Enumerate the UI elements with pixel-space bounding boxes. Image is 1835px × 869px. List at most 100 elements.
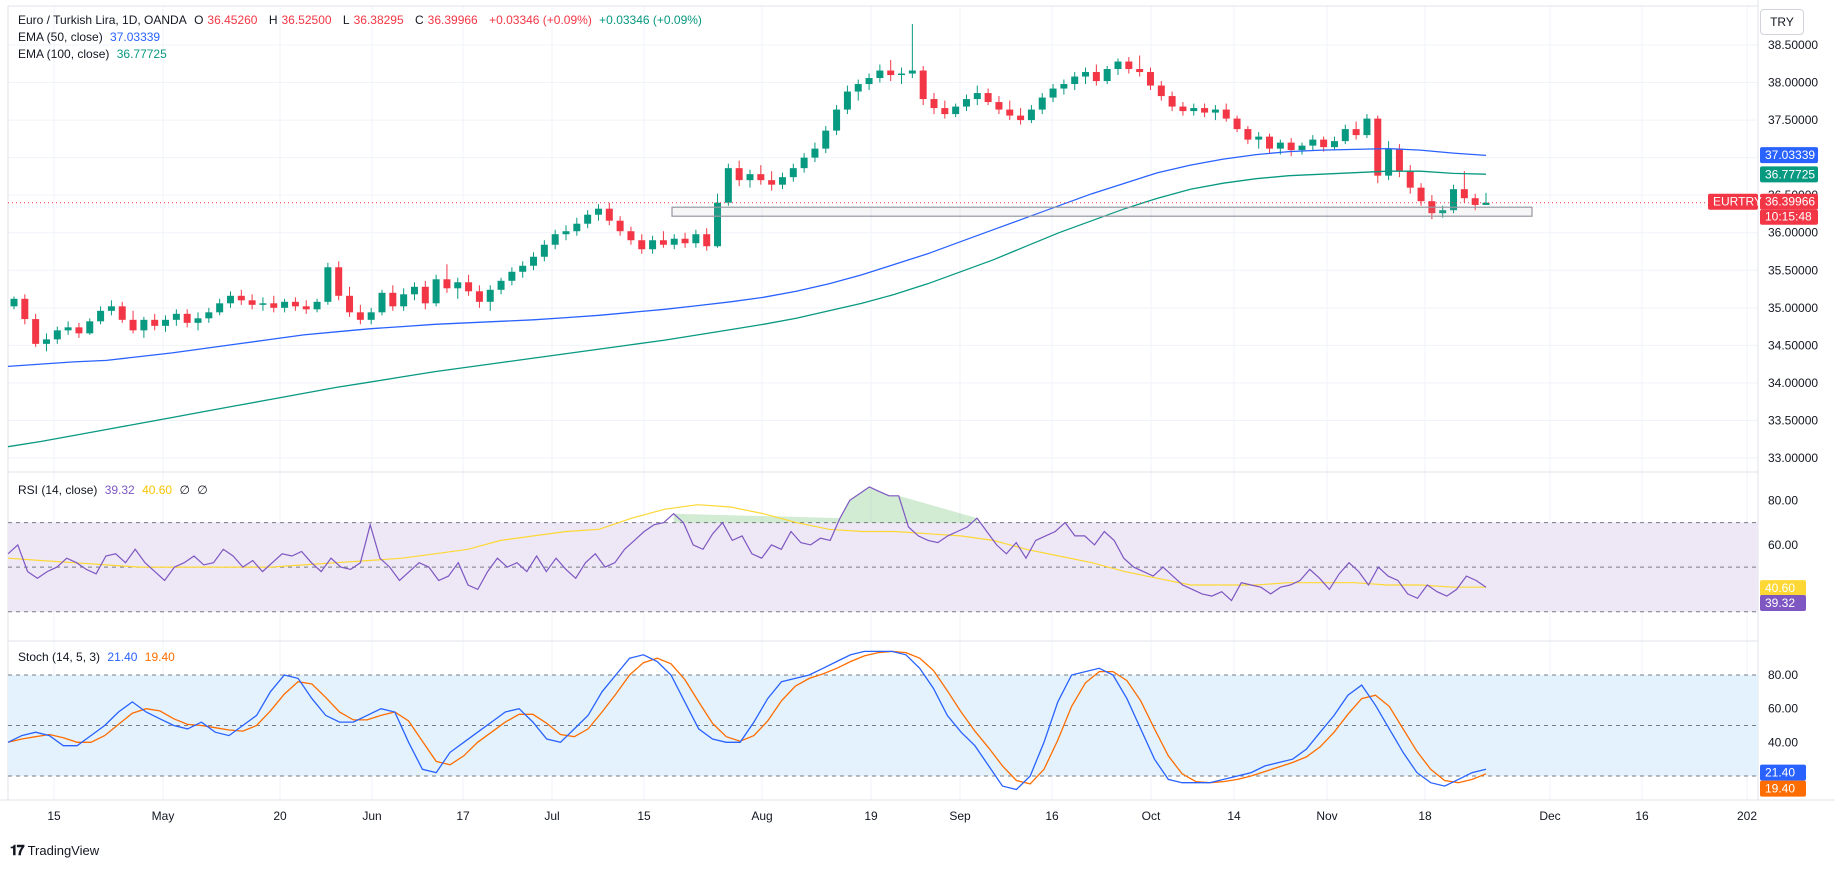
rsi-legend[interactable]: RSI (14, close) 39.32 40.60 ∅ ∅	[18, 482, 212, 498]
candle-body	[1060, 84, 1068, 89]
candle	[1341, 124, 1349, 145]
ema100-value: 36.77725	[116, 47, 167, 61]
time-tick-label: 15	[637, 809, 651, 823]
price-tick-label: 38.00000	[1768, 76, 1818, 90]
candle-body	[681, 238, 689, 244]
ema50-legend[interactable]: EMA (50, close) 37.03339	[18, 29, 164, 45]
time-tick-label: Nov	[1316, 809, 1337, 823]
candle	[876, 64, 884, 83]
candle	[811, 142, 819, 163]
tradingview-logo-icon: 𝟏𝟕	[10, 842, 25, 858]
time-tick-label: 14	[1227, 809, 1241, 823]
candle	[854, 79, 862, 101]
stoch-legend[interactable]: Stoch (14, 5, 3) 21.40 19.40	[18, 649, 179, 665]
ohlc-change-secondary: +0.03346 (+0.09%)	[599, 13, 702, 27]
candle	[714, 193, 722, 248]
candle	[237, 289, 245, 305]
candle-body	[346, 295, 354, 313]
time-tick-label: Oct	[1142, 809, 1161, 823]
candle-body	[833, 109, 841, 131]
candle	[724, 163, 732, 206]
time-tick-label: 19	[864, 809, 878, 823]
candle-body	[1006, 109, 1014, 116]
ema100-price-tag-bg	[1760, 166, 1818, 183]
price-tick-label: 38.50000	[1768, 38, 1818, 52]
candle	[919, 66, 927, 106]
ema50-value: 37.03339	[110, 30, 161, 44]
candle	[486, 285, 494, 311]
candle	[1450, 184, 1458, 214]
candle-body	[1450, 189, 1458, 211]
candle	[107, 300, 115, 316]
ohlc-high: H 36.52500	[268, 13, 332, 27]
candle	[995, 96, 1003, 115]
candle	[443, 264, 451, 293]
candle-body	[1027, 109, 1035, 121]
candle	[1309, 135, 1317, 151]
candle-body	[1201, 108, 1209, 113]
candle-body	[822, 130, 830, 149]
candle	[952, 103, 960, 118]
price-tick-label: 35.00000	[1768, 301, 1818, 315]
candle-body	[584, 214, 592, 224]
candle	[1330, 136, 1338, 151]
symbol-title[interactable]: Euro / Turkish Lira, 1D, OANDA	[18, 13, 187, 27]
time-tick-label: Jun	[362, 809, 381, 823]
candle-body	[410, 286, 418, 295]
rsi-tick-label: 80.00	[1768, 493, 1798, 507]
candle-body	[1471, 198, 1479, 205]
countdown-tag: 10:15:48	[1760, 209, 1818, 225]
candle	[1179, 102, 1187, 116]
candle-body	[1146, 72, 1154, 86]
candle	[551, 229, 559, 250]
candle	[692, 229, 700, 248]
candle-body	[1320, 139, 1328, 148]
ema100-legend[interactable]: EMA (100, close) 36.77725	[18, 46, 171, 62]
candle-body	[649, 240, 657, 250]
candle-body	[378, 292, 386, 313]
tradingview-brand[interactable]: 𝟏𝟕 TradingView	[10, 842, 99, 859]
candle	[1298, 142, 1306, 155]
candle-body	[107, 306, 115, 311]
candle-body	[129, 319, 137, 331]
stoch-k-line	[7, 650, 1487, 791]
stoch-k-tag-bg	[1760, 764, 1806, 781]
candle-body	[1125, 61, 1133, 70]
candles	[10, 23, 1490, 352]
candle-body	[1330, 141, 1338, 148]
candle	[53, 326, 61, 344]
candle-body	[692, 234, 700, 244]
candle	[86, 318, 94, 335]
candle-body	[32, 319, 40, 344]
candle	[789, 163, 797, 182]
candle	[313, 298, 321, 313]
stoch-d-tag-bg	[1760, 780, 1806, 797]
candle-body	[1114, 61, 1122, 70]
rsi-label: RSI (14, close)	[18, 483, 98, 497]
rsi-extra-1: ∅	[179, 483, 190, 497]
candle-body	[757, 174, 765, 181]
candle-body	[1168, 96, 1176, 107]
candle	[1027, 105, 1035, 124]
candle-body	[941, 108, 949, 115]
candle-body	[1038, 97, 1046, 110]
stoch-k-tag: 21.40	[1760, 764, 1806, 781]
candle	[540, 240, 548, 262]
rsi-value-tag-bg	[1760, 594, 1806, 611]
time-tick-label: May	[152, 809, 175, 823]
candle-body	[1179, 106, 1187, 112]
candle	[281, 298, 289, 313]
candle	[367, 307, 375, 325]
candle-body	[118, 306, 126, 320]
ema50-price-tag-text: 37.03339	[1765, 148, 1815, 162]
candle	[735, 160, 743, 187]
candle-body	[356, 312, 364, 320]
currency-selector[interactable]: TRY	[1760, 9, 1804, 35]
candle	[465, 274, 473, 296]
candle	[1222, 103, 1230, 122]
time-tick-label: 17	[456, 809, 470, 823]
candle-body	[995, 102, 1003, 110]
candle	[389, 285, 397, 311]
ema50-price-tag-bg	[1760, 147, 1818, 164]
